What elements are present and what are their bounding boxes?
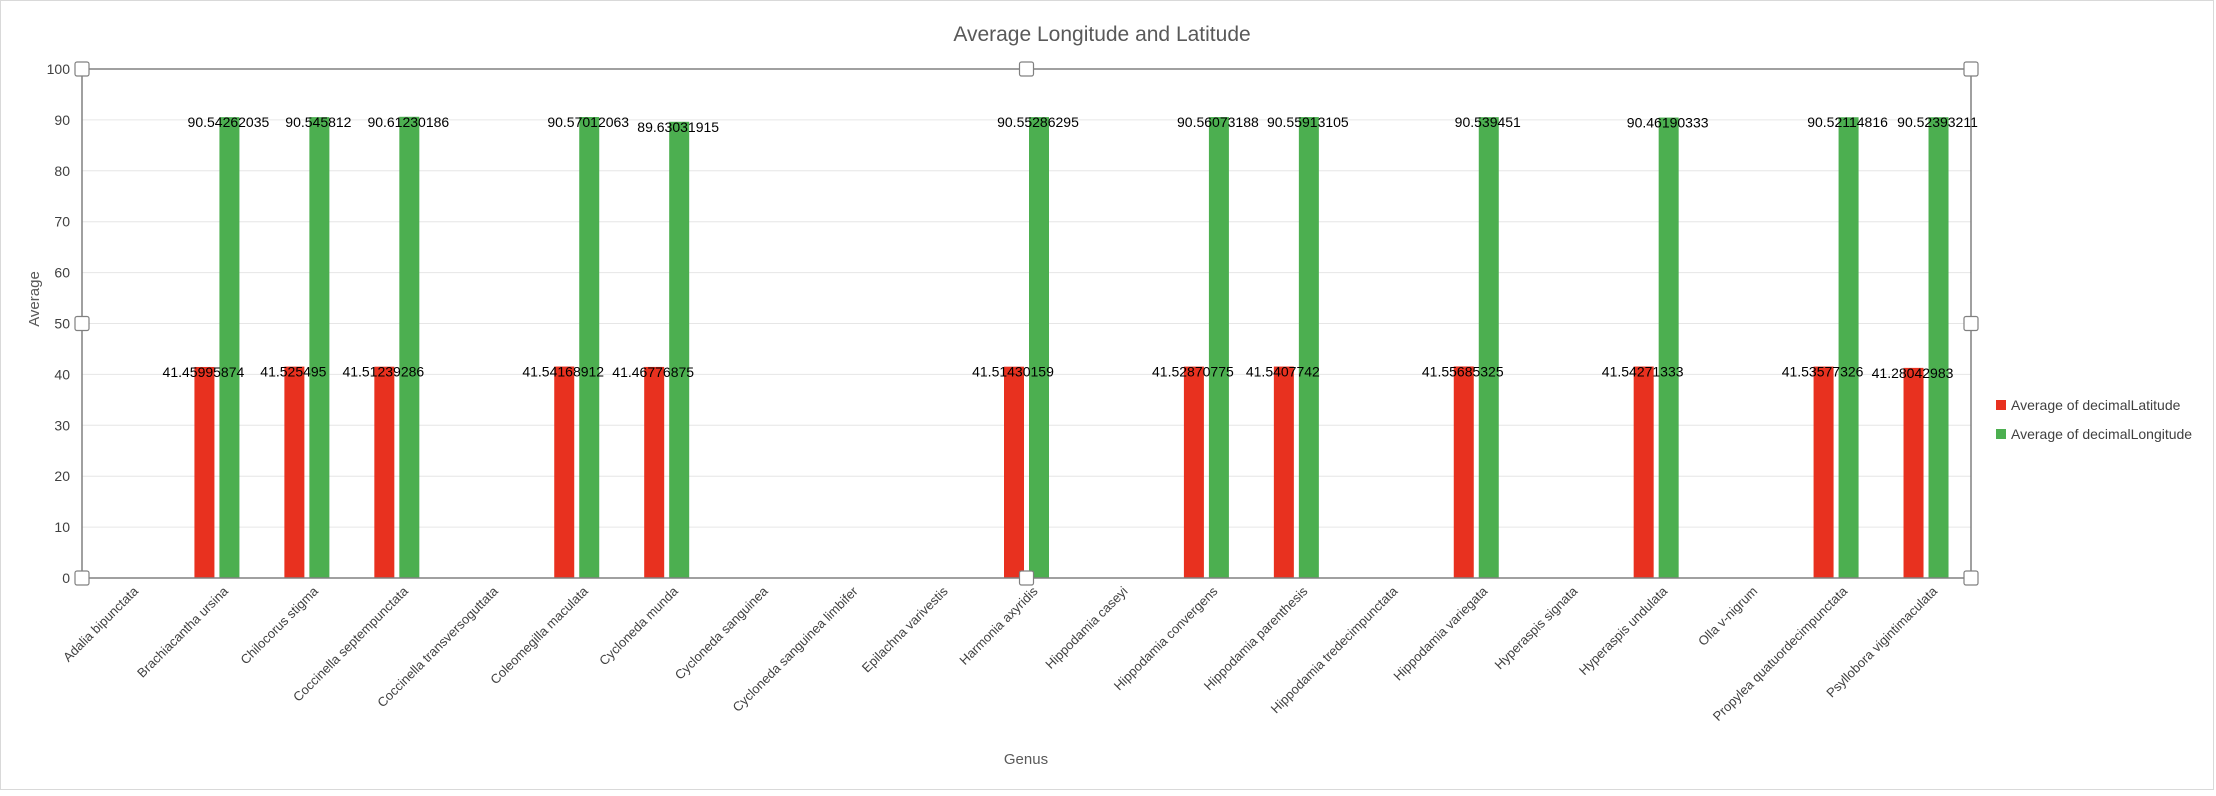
bar-longitude[interactable] <box>1658 117 1679 578</box>
data-label-longitude: 90.57012063 <box>547 114 629 130</box>
resize-handle[interactable] <box>1018 61 1035 77</box>
y-tick-label: 100 <box>47 61 71 77</box>
legend-swatch <box>1996 429 2006 439</box>
y-tick-label: 10 <box>54 519 70 535</box>
data-label-longitude: 90.56073188 <box>1177 114 1259 130</box>
x-tick-label: Brachiacantha ursina <box>134 583 232 681</box>
resize-handle[interactable] <box>1018 570 1035 586</box>
bar-longitude[interactable] <box>579 116 600 579</box>
bar-latitude[interactable] <box>1004 366 1024 578</box>
bar-latitude[interactable] <box>1813 366 1834 578</box>
x-tick-label: Olla v-nigrum <box>1695 584 1760 649</box>
axis-ticks: 0 10 20 30 40 50 60 70 80 90 100 Adalia bipunctataB… <box>47 61 1941 724</box>
bar-longitude[interactable] <box>1478 117 1499 578</box>
bar-longitude[interactable] <box>1928 117 1949 578</box>
x-tick-label: Hippodamia convergens <box>1111 583 1221 693</box>
bar-longitude[interactable] <box>1298 117 1319 579</box>
x-tick-label: Harmonia axyridis <box>956 583 1041 668</box>
data-label-latitude: 41.55685325 <box>1422 363 1504 379</box>
data-label-latitude: 41.52870775 <box>1152 364 1234 380</box>
resize-handle[interactable] <box>74 61 90 77</box>
resize-handle[interactable] <box>74 315 90 332</box>
y-tick-label: 50 <box>54 316 70 332</box>
plot-area-selection[interactable] <box>74 61 1979 586</box>
y-tick-label: 20 <box>54 468 70 484</box>
data-label-longitude: 90.55286295 <box>997 114 1079 130</box>
data-label-latitude: 41.45995874 <box>163 364 245 380</box>
x-tick-label: Hippodamia variegata <box>1390 583 1491 684</box>
data-label-longitude: 90.46190333 <box>1627 115 1709 131</box>
data-label-longitude: 90.52393211 <box>1897 114 1978 130</box>
resize-handle[interactable] <box>1963 570 1979 586</box>
y-tick-label: 30 <box>54 417 70 433</box>
bar-latitude[interactable] <box>194 366 215 578</box>
data-label-latitude: 41.46776875 <box>612 364 694 380</box>
y-tick-label: 40 <box>54 366 70 382</box>
data-label-longitude: 89.63031915 <box>637 119 719 135</box>
data-label-latitude: 41.51239286 <box>342 364 424 380</box>
x-tick-label: Hippodamia caseyi <box>1042 583 1130 671</box>
y-tick-label: 60 <box>54 265 70 281</box>
y-tick-label: 0 <box>62 570 70 586</box>
bar-latitude[interactable] <box>1453 366 1474 578</box>
x-tick-label: Cycloneda sanguinea <box>672 583 772 683</box>
data-label-latitude: 41.525495 <box>260 364 326 380</box>
data-labels: 41.45995874 41.525495 41.51239286 41.541689… <box>163 114 1979 381</box>
bar-latitude[interactable] <box>1183 366 1204 578</box>
data-label-latitude: 41.54168912 <box>522 364 604 380</box>
bar-longitude[interactable] <box>1208 117 1229 579</box>
data-label-longitude: 90.539451 <box>1455 114 1521 130</box>
data-label-longitude: 90.55913105 <box>1267 114 1349 130</box>
data-label-longitude: 90.545812 <box>285 114 351 130</box>
data-label-longitude: 90.54262035 <box>188 114 270 130</box>
y-tick-label: 80 <box>54 163 70 179</box>
bar-longitude[interactable] <box>399 116 420 578</box>
bar-longitude[interactable] <box>669 121 690 578</box>
x-tick-label: Cycloneda munda <box>596 583 681 668</box>
legend: Average of decimalLatitude Average of dec… <box>1996 397 2192 442</box>
bars <box>194 116 1949 579</box>
y-tick-label: 90 <box>54 112 70 128</box>
chart-title: Average Longitude and Latitude <box>953 23 1250 46</box>
legend-label: Average of decimalLatitude <box>2011 397 2181 413</box>
bar-latitude[interactable] <box>1633 366 1654 578</box>
x-axis-title: Genus <box>1004 751 1048 768</box>
bar-longitude[interactable] <box>219 117 240 578</box>
data-label-longitude: 90.61230186 <box>367 114 449 130</box>
x-tick-label: Coleomegilla maculata <box>487 583 591 687</box>
x-tick-label: Adalia bipunctata <box>60 583 142 665</box>
bar-longitude[interactable] <box>1838 117 1859 579</box>
y-axis-title: Average <box>26 271 43 327</box>
data-label-latitude: 41.51430159 <box>972 364 1054 380</box>
data-label-latitude: 41.53577326 <box>1782 364 1864 380</box>
x-tick-label: Epilachna varivestis <box>859 583 951 675</box>
y-tick-label: 70 <box>54 214 70 230</box>
legend-label: Average of decimalLongitude <box>2011 426 2192 442</box>
bar-latitude[interactable] <box>1273 366 1294 578</box>
data-label-latitude: 41.5407742 <box>1246 364 1320 380</box>
x-tick-label: Chilocorus stigma <box>237 583 321 667</box>
bar-longitude[interactable] <box>309 117 330 578</box>
data-label-longitude: 90.52114816 <box>1807 114 1888 130</box>
gridlines <box>82 68 1971 579</box>
bar-longitude[interactable] <box>1029 117 1049 578</box>
resize-handle[interactable] <box>1963 315 1979 332</box>
bar-latitude[interactable] <box>644 366 665 578</box>
data-label-latitude: 41.28042983 <box>1872 365 1954 381</box>
bar-latitude[interactable] <box>284 366 305 578</box>
data-label-latitude: 41.54271333 <box>1602 364 1684 380</box>
x-tick-label: Hippodamia parenthesis <box>1201 583 1311 693</box>
bar-latitude[interactable] <box>374 366 395 578</box>
legend-swatch <box>1996 400 2006 410</box>
x-tick-label: Hyperaspis undulata <box>1576 583 1671 678</box>
x-tick-label: Hyperaspis signata <box>1492 583 1581 672</box>
bar-latitude[interactable] <box>554 366 575 578</box>
resize-handle[interactable] <box>74 570 90 586</box>
resize-handle[interactable] <box>1963 61 1979 77</box>
bar-latitude[interactable] <box>1903 367 1924 578</box>
